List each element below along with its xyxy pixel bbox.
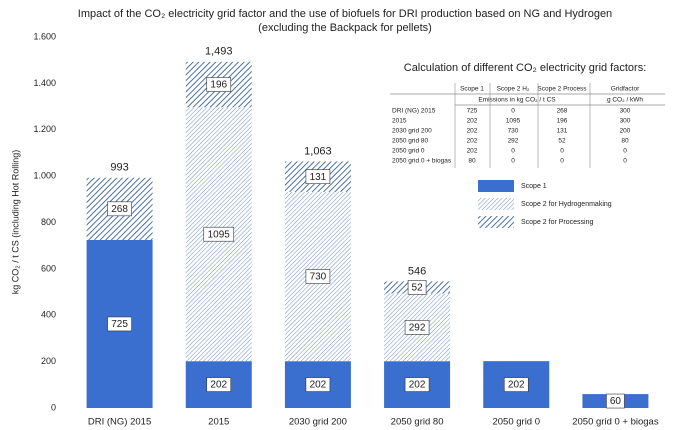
table-cell: DRI (NG) 2015 [392, 108, 436, 115]
label-box [203, 226, 235, 242]
y-tick-label: 1.200 [33, 124, 56, 134]
x-tick-label: 2050 grid 0 [492, 417, 540, 428]
segment-label: 202 [508, 380, 525, 391]
y-tick-label: 200 [41, 356, 56, 366]
label-box [407, 280, 427, 295]
table-cell: 0 [623, 158, 627, 165]
segment-label: 1095 [208, 229, 231, 240]
table-cell: 300 [620, 118, 631, 125]
total-label: 1,063 [304, 145, 332, 157]
table-cell: 202 [467, 128, 478, 135]
segment-label: 202 [310, 380, 327, 391]
table-cell: 2015 [392, 118, 407, 125]
table-cell: 0 [511, 158, 515, 165]
table-cell: 0 [560, 148, 564, 155]
label-box [404, 320, 430, 335]
table-cell: 80 [468, 158, 476, 165]
y-tick-label: 600 [41, 263, 56, 273]
table-cell: 2050 grid 0 + biogas [392, 158, 452, 165]
y-tick-label: 400 [41, 310, 56, 320]
segment-label: 725 [111, 319, 128, 330]
table-cell: 2030 grid 200 [392, 128, 432, 135]
label-box [206, 377, 232, 392]
segment-label: 292 [409, 322, 426, 333]
table-subheader: Emissions in kg CO₂ / t CS [478, 97, 556, 104]
table-cell: 2050 grid 0 [392, 148, 425, 155]
table-cell: 725 [467, 108, 478, 115]
table-header: Gridfactor [611, 86, 640, 93]
total-label: 1,493 [205, 46, 233, 58]
table-cell: 2050 grid 80 [392, 138, 429, 145]
segment-label: 52 [412, 283, 424, 294]
segment-label: 196 [210, 80, 227, 91]
legend-swatch [478, 180, 514, 192]
table-cell: 196 [557, 118, 568, 125]
table-cell: 300 [620, 108, 631, 115]
table-header: Scope 2 H₂ [497, 86, 530, 93]
table-cell: 202 [467, 148, 478, 155]
x-tick-label: DRI (NG) 2015 [88, 417, 151, 428]
table-cell: 0 [623, 148, 627, 155]
segment-label: 202 [210, 380, 227, 391]
table-cell: 80 [621, 138, 629, 145]
label-box [305, 377, 331, 392]
table-cell: 268 [557, 108, 568, 115]
label-box [305, 269, 331, 284]
segment-label: 60 [610, 396, 622, 407]
x-tick-label: 2030 grid 200 [289, 417, 347, 428]
segment-label: 268 [111, 204, 128, 215]
table-cell: 202 [467, 118, 478, 125]
y-axis-label: kg CO₂ / t CS (including Hot Rolling) [10, 150, 20, 295]
label-box [305, 169, 331, 185]
table-cell: 1095 [506, 118, 521, 125]
table-header: Scope 1 [460, 86, 484, 93]
legend-swatch [478, 216, 514, 228]
table-cell: 131 [557, 128, 568, 135]
legend-label: Scope 2 for Processing [521, 219, 593, 226]
chart-subtitle: (excluding the Backpack for pellets) [258, 22, 432, 34]
table-cell: 0 [511, 108, 515, 115]
y-tick-label: 1.400 [33, 78, 56, 88]
y-tick-label: 800 [41, 217, 56, 227]
segment-label: 202 [409, 380, 426, 391]
label-box [206, 77, 232, 92]
y-tick-label: 1.600 [33, 31, 56, 41]
legend-label: Scope 2 for Hydrogenmaking [521, 201, 612, 208]
label-box [107, 316, 132, 332]
total-label: 993 [110, 162, 128, 174]
table-cell: 200 [620, 128, 631, 135]
label-box [606, 393, 625, 409]
label-box [404, 377, 430, 392]
table-cell: 202 [467, 138, 478, 145]
table-cell: 730 [508, 128, 519, 135]
table-title: Calculation of different CO₂ electricity… [404, 62, 647, 74]
chart-title: Impact of the CO₂ electricity grid facto… [78, 8, 612, 20]
table-cell: 52 [558, 138, 566, 145]
y-tick-label: 0 [51, 402, 56, 412]
y-tick-label: 1.000 [33, 171, 56, 181]
segment-label: 730 [310, 272, 327, 283]
x-tick-label: 2050 grid 0 + biogas [572, 417, 659, 428]
x-tick-label: 2050 grid 80 [391, 417, 444, 428]
table-header: Scope 2 Process [537, 86, 587, 93]
label-box [107, 201, 132, 217]
legend-label: Scope 1 [521, 183, 547, 190]
table-cell: 292 [508, 138, 519, 145]
x-tick-label: 2015 [208, 417, 229, 428]
total-label: 546 [408, 265, 426, 277]
table-cell: 0 [560, 158, 564, 165]
label-box [503, 377, 529, 392]
table-subheader: g CO₂ / kWh [607, 97, 643, 104]
segment-label: 131 [310, 172, 327, 183]
table-cell: 0 [511, 148, 515, 155]
legend-swatch [478, 198, 514, 210]
